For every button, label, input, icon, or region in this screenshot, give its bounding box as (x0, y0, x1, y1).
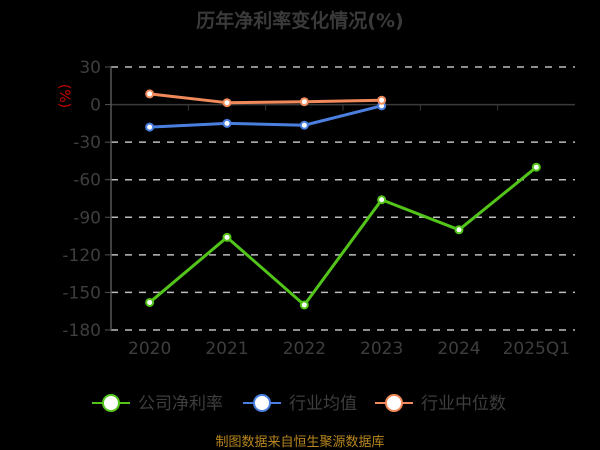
x-tick-label: 2020 (128, 339, 171, 359)
legend-item[interactable]: 行业中位数 (375, 394, 506, 414)
y-tick-label: 0 (90, 96, 101, 116)
y-tick-label: -180 (62, 321, 101, 341)
data-point[interactable] (222, 118, 232, 128)
x-tick-label: 2025Q1 (503, 339, 570, 359)
legend-marker-icon (253, 394, 271, 412)
data-point[interactable] (454, 225, 464, 235)
y-tick-label: -60 (73, 171, 101, 191)
data-point[interactable] (222, 98, 232, 108)
data-point[interactable] (531, 162, 541, 172)
y-tick-label: -30 (73, 133, 101, 153)
data-source-note: 制图数据来自恒生聚源数据库 (215, 435, 385, 450)
x-tick-label: 2021 (205, 339, 248, 359)
data-point[interactable] (299, 300, 309, 310)
data-point[interactable] (299, 120, 309, 130)
series-line (149, 104, 383, 129)
data-point[interactable] (299, 97, 309, 107)
legend-label: 行业中位数 (421, 394, 506, 414)
y-tick-label: -120 (62, 246, 101, 266)
series-line (149, 92, 382, 105)
series-line (148, 166, 538, 307)
x-tick-label: 2023 (360, 339, 403, 359)
y-tick-label: -150 (62, 283, 101, 303)
legend-label: 行业均值 (289, 394, 357, 414)
data-point[interactable] (145, 122, 155, 132)
x-tick-label: 2022 (283, 339, 326, 359)
legend-marker-icon (385, 394, 403, 412)
legend-item[interactable]: 公司净利率 (92, 394, 223, 414)
x-tick-label: 2024 (437, 339, 480, 359)
legend-marker-icon (102, 394, 120, 412)
y-tick-label: -90 (73, 208, 101, 228)
y-axis-label: (%) (56, 84, 72, 108)
data-point[interactable] (145, 297, 155, 307)
data-point[interactable] (222, 232, 232, 242)
chart-title: 历年净利率变化情况(%) (196, 10, 404, 32)
data-point[interactable] (145, 89, 155, 99)
y-tick-label: 30 (79, 58, 101, 78)
legend-item[interactable]: 行业均值 (243, 394, 357, 414)
data-point[interactable] (377, 195, 387, 205)
legend-label: 公司净利率 (138, 394, 223, 414)
data-point[interactable] (377, 95, 387, 105)
